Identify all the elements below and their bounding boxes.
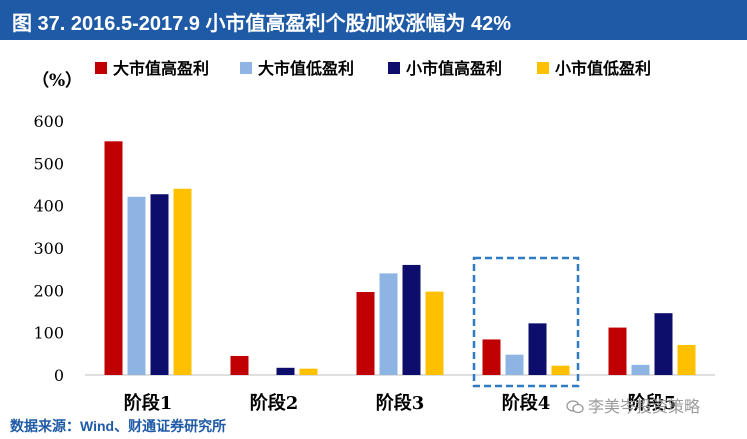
bar <box>127 196 146 375</box>
x-tick-label: 阶段4 <box>502 392 551 414</box>
bar <box>482 339 501 375</box>
y-tick-label: 0 <box>54 366 64 385</box>
bars <box>104 141 696 375</box>
highlight-box <box>472 256 580 388</box>
watermark: 李美岑投资策略 <box>566 393 700 417</box>
bar <box>379 273 398 375</box>
y-axis-ticks: 0 100 200 300 400 500 600 <box>33 112 64 385</box>
chart-title: 图 37. 2016.5-2017.9 小市值高盈利个股加权涨幅为 42% <box>12 13 512 35</box>
x-axis-ticks: 阶段1 阶段2 阶段3 阶段4 阶段5 <box>124 392 677 414</box>
legend-swatch <box>388 62 400 74</box>
legend-label: 小市值高盈利 <box>406 59 502 78</box>
x-tick-label: 阶段2 <box>250 392 299 414</box>
bar <box>654 313 673 375</box>
x-tick-label: 阶段5 <box>628 392 677 414</box>
x-tick-label: 阶段1 <box>124 392 173 414</box>
bar <box>356 292 375 375</box>
title-bar: 图 37. 2016.5-2017.9 小市值高盈利个股加权涨幅为 42% <box>0 0 747 40</box>
data-source: 数据来源：Wind、财通证券研究所 <box>10 418 227 434</box>
legend-swatch <box>240 62 252 74</box>
legend-label: 大市值高盈利 <box>113 59 209 78</box>
bar <box>104 141 123 375</box>
legend-label: 小市值低盈利 <box>555 59 651 78</box>
watermark-text: 李美岑投资策略 <box>588 399 701 416</box>
bar <box>276 367 295 375</box>
y-tick-label: 100 <box>33 324 64 343</box>
bar <box>230 355 249 375</box>
bar <box>608 327 627 375</box>
y-axis-label: （%） <box>32 70 82 91</box>
bar <box>425 291 444 375</box>
bar <box>150 194 169 375</box>
bar <box>173 188 192 375</box>
legend: 大市值高盈利 大市值低盈利 小市值高盈利 小市值低盈利 <box>95 59 651 78</box>
y-tick-label: 400 <box>33 197 64 216</box>
wechat-icon <box>566 400 584 414</box>
bar <box>528 323 547 375</box>
bar <box>299 368 318 375</box>
x-tick-label: 阶段3 <box>376 392 425 414</box>
legend-swatch <box>95 62 107 74</box>
y-tick-label: 300 <box>33 239 64 258</box>
bar <box>402 264 421 375</box>
bar <box>551 365 570 375</box>
y-tick-label: 500 <box>33 154 64 173</box>
bar <box>505 354 524 375</box>
bar <box>631 364 650 375</box>
y-tick-label: 600 <box>33 112 64 131</box>
legend-label: 大市值低盈利 <box>258 59 354 78</box>
bar <box>677 344 696 375</box>
y-tick-label: 200 <box>33 281 64 300</box>
legend-swatch <box>537 62 549 74</box>
